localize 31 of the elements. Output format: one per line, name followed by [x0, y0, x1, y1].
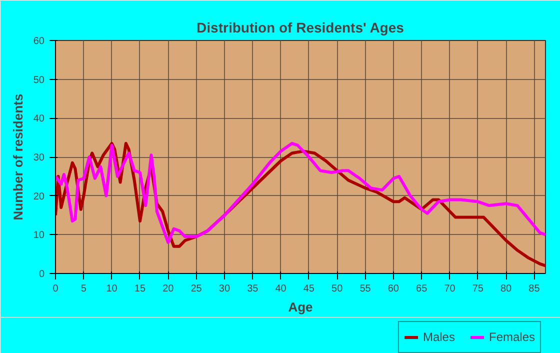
y-tick-label: 40	[33, 114, 45, 125]
x-tick-label: 85	[528, 284, 540, 294]
x-tick-label: 20	[162, 284, 174, 294]
y-tick-label: 0	[38, 269, 45, 280]
x-tick-label: 75	[472, 284, 484, 294]
y-tick-label: 50	[33, 74, 45, 86]
x-tick-label: 55	[360, 284, 372, 294]
x-tick-label: 5	[80, 284, 87, 294]
x-tick-label: 25	[190, 284, 202, 294]
x-tick-label: 60	[388, 284, 400, 294]
line-series	[56, 142, 546, 244]
x-axis-title: Age	[288, 300, 313, 314]
x-tick-label: 0	[52, 284, 59, 294]
chart-title: Distribution of Residents' Ages	[196, 20, 404, 36]
legend-label: Males	[422, 330, 455, 344]
x-tick-label: 50	[332, 284, 344, 294]
y-tick-label: 60	[33, 36, 45, 47]
x-tick-label: 65	[416, 284, 428, 294]
legend-label: Females	[488, 330, 535, 344]
x-tick-label: 15	[134, 284, 146, 294]
x-tick-label: 45	[303, 284, 315, 294]
x-tick-label: 70	[444, 284, 456, 294]
y-tick-label: 20	[33, 191, 45, 202]
x-tick-label: 10	[106, 284, 118, 294]
x-tick-label: 80	[500, 284, 512, 294]
x-tick-label: 30	[218, 284, 230, 294]
x-tick-label: 40	[275, 284, 287, 294]
y-tick-label: 30	[33, 152, 45, 164]
x-tick-label: 35	[247, 284, 259, 294]
y-axis-title: Number of residents	[10, 94, 26, 220]
y-tick-label: 10	[33, 230, 45, 242]
